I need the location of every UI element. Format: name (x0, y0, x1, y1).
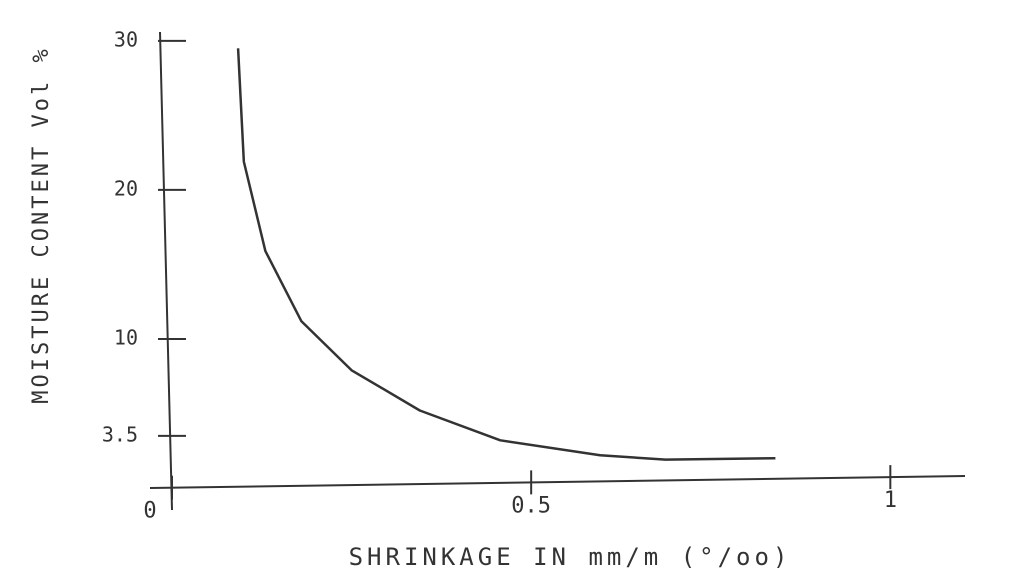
data-line (238, 48, 775, 459)
page: {"chart_data": {"type": "line", "x_label… (0, 0, 1014, 580)
x-tick-label: 1 (884, 488, 897, 513)
y-tick-label: 10 (114, 325, 138, 349)
x-axis-title: SHRINKAGE IN mm/m (°/oo) (349, 543, 792, 571)
chart: SHRINKAGE IN mm/m (°/oo) MOISTURE CONTEN… (0, 0, 1014, 580)
x-axis (150, 476, 965, 488)
y-axis-title: MOISTURE CONTENT Vol % (29, 46, 54, 403)
y-tick-label: 30 (114, 27, 138, 51)
y-tick-label: 3.5 (102, 422, 138, 446)
y-axis (160, 32, 172, 510)
x-tick-label: 0.5 (511, 493, 551, 518)
y-tick-label: 20 (114, 176, 138, 200)
x-tick-label: 0 (143, 499, 156, 524)
